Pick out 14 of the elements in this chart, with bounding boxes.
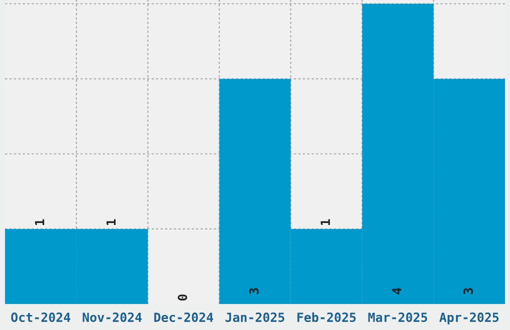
data-label: 1	[35, 219, 44, 226]
x-tick-label: Oct-2024	[11, 312, 70, 322]
x-tick-label: Dec-2024	[154, 312, 214, 322]
x-tick-label: Nov-2024	[82, 312, 142, 322]
data-label: 3	[463, 288, 473, 294]
data-label: 1	[106, 219, 116, 226]
x-tick-label: Jan-2025	[226, 312, 284, 322]
data-label: 0	[178, 294, 188, 300]
data-label: 1	[320, 219, 330, 226]
data-label: 3	[249, 288, 259, 294]
x-tick-label: Feb-2025	[297, 312, 356, 322]
x-tick-label: Mar-2025	[368, 312, 428, 322]
x-tick-label: Apr-2025	[439, 312, 499, 324]
data-label: 4	[392, 288, 402, 294]
